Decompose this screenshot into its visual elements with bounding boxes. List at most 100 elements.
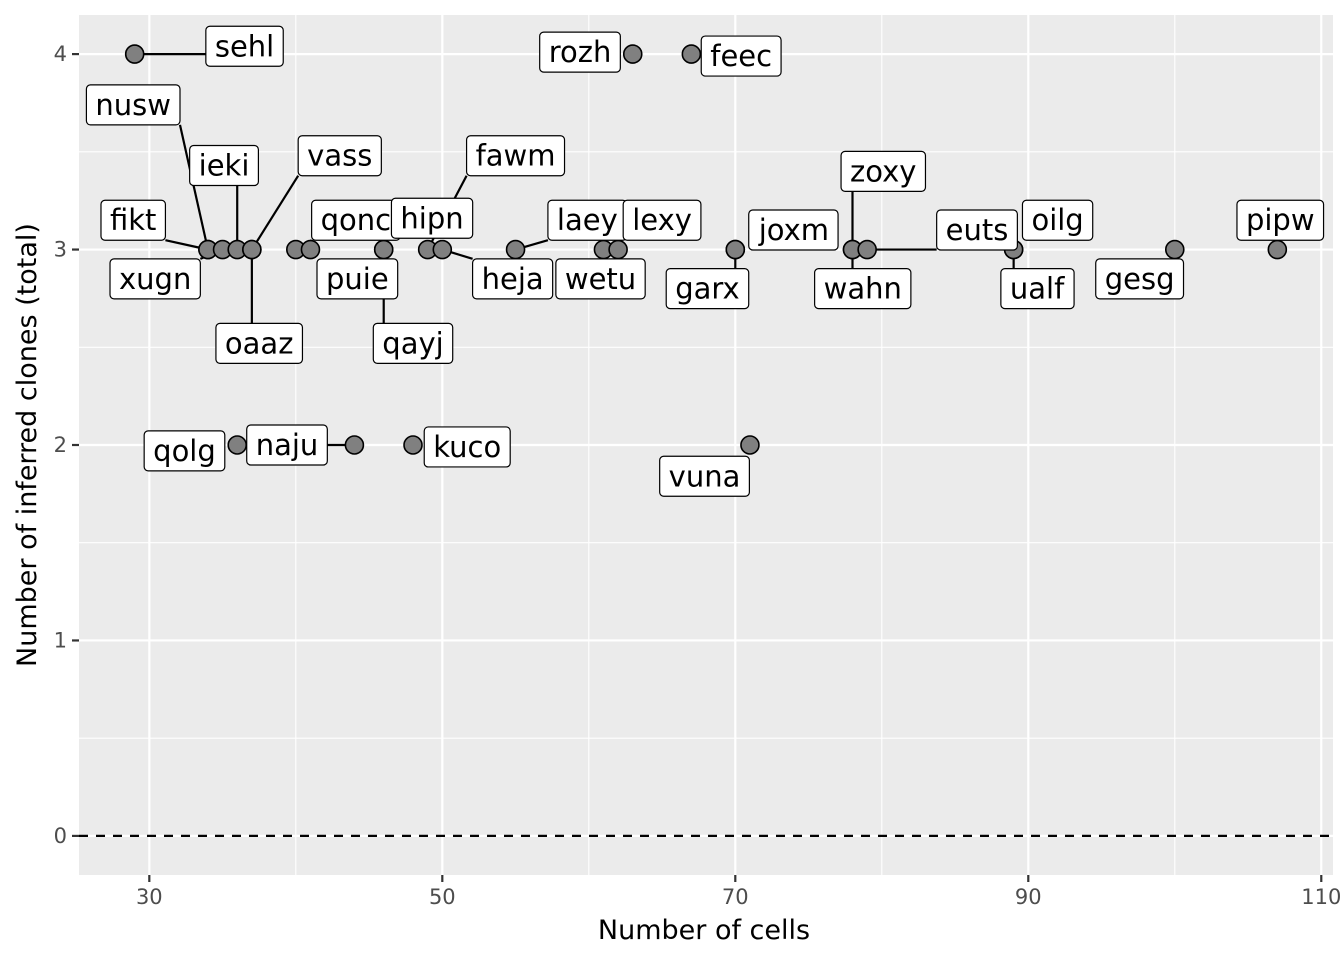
point-label-euts: euts [936, 209, 1018, 251]
point-label-text: naju [256, 428, 319, 462]
point-label-text: rozh [549, 35, 612, 69]
point-label-box [100, 199, 167, 241]
point-label-box [1021, 199, 1094, 241]
point-label-lexy: lexy [622, 199, 702, 241]
point-label-text: fawm [476, 139, 556, 173]
point-label-naju: naju [246, 424, 328, 466]
point-label-text: puie [326, 262, 389, 296]
point-label-text: xugn [119, 262, 191, 296]
point-label-kuco: kuco [423, 426, 511, 468]
point-label-text: ualf [1010, 272, 1065, 306]
point-label-gesg: gesg [1095, 258, 1185, 300]
point-label-box [423, 426, 511, 468]
point-label-box [555, 258, 646, 300]
point-label-box [471, 258, 554, 300]
point-label-qayj: qayj [372, 322, 454, 364]
point-label-box [215, 322, 304, 364]
point-label-box [297, 135, 382, 177]
label-connector-fikt [165, 239, 200, 249]
point-label-text: lexy [632, 203, 692, 237]
point-label-vass: vass [297, 135, 382, 177]
point-label-text: vuna [669, 459, 741, 493]
y-tick-label: 3 [54, 238, 67, 262]
point-label-ualf: ualf [1000, 268, 1075, 310]
data-point-rozh [622, 44, 643, 64]
point-label-box [1236, 199, 1325, 241]
point-label-text: gesg [1105, 262, 1175, 296]
point-label-box [665, 268, 750, 310]
point-labels: sehl rozh feec nusw fikt xugn ieki oaaz vass qonc… [85, 25, 1325, 497]
point-label-text: feec [710, 39, 772, 73]
point-label-text: sehl [215, 29, 274, 63]
point-label-oaaz: oaaz [215, 322, 304, 364]
point-label-text: oilg [1031, 203, 1083, 237]
x-axis-title: Number of cells [598, 915, 810, 946]
y-axis: 0 1 2 3 4 [54, 42, 79, 848]
point-label-box [700, 35, 782, 77]
point-label-vuna: vuna [659, 455, 750, 497]
point-label-text: qolg [153, 434, 216, 468]
point-label-ieki: ieki [189, 144, 260, 187]
point-label-text: laey [557, 203, 618, 237]
y-tick-label: 0 [54, 824, 67, 848]
point-label-sehl: sehl [205, 25, 284, 67]
y-tick-label: 2 [54, 433, 67, 457]
point-label-qonc: qonc [311, 199, 401, 241]
point-label-text: hipn [400, 201, 463, 235]
data-point-puie [300, 239, 321, 260]
point-label-xugn: xugn [109, 258, 201, 300]
point-label-heja: heja [471, 258, 554, 300]
data-point-naju [344, 435, 365, 455]
point-label-text: wahn [824, 272, 902, 306]
x-tick-label: 50 [429, 885, 456, 909]
point-label-wetu: wetu [555, 258, 646, 300]
point-label-fikt: fikt [100, 199, 167, 241]
point-label-box [1095, 258, 1185, 300]
point-label-joxm: joxm [748, 209, 839, 251]
x-tick-label: 110 [1301, 885, 1341, 909]
point-label-box [659, 455, 750, 497]
data-point-feec [681, 44, 702, 64]
point-label-text: qonc [321, 203, 391, 237]
point-label-box [189, 144, 260, 187]
point-label-text: heja [482, 262, 544, 296]
point-label-puie: puie [316, 258, 399, 300]
point-label-nusw: nusw [85, 84, 181, 126]
point-label-text: nusw [95, 88, 171, 122]
data-point-qolg [227, 435, 248, 455]
point-label-laey: laey [547, 199, 628, 241]
point-label-text: pipw [1246, 203, 1315, 237]
point-label-box [622, 199, 702, 241]
label-connector-vass [255, 175, 300, 243]
point-label-wahn: wahn [814, 268, 912, 310]
x-tick-label: 90 [1015, 885, 1042, 909]
point-label-text: fikt [110, 203, 156, 237]
point-label-text: euts [946, 213, 1009, 247]
point-label-garx: garx [665, 268, 750, 310]
point-label-zoxy: zoxy [840, 150, 927, 192]
point-label-box [1000, 268, 1075, 310]
point-label-pipw: pipw [1236, 199, 1325, 241]
point-label-fawm: fawm [465, 135, 566, 177]
point-label-box [316, 258, 399, 300]
point-label-box [840, 150, 927, 192]
data-point-joxm [725, 239, 746, 260]
point-label-feec: feec [700, 35, 782, 77]
point-label-box [539, 31, 621, 73]
x-tick-label: 30 [136, 885, 163, 909]
point-label-box [143, 430, 226, 472]
data-point-vuna [740, 435, 760, 455]
point-label-box [372, 322, 454, 364]
data-point-euts [857, 239, 877, 260]
point-label-box [246, 424, 328, 466]
point-label-qolg: qolg [143, 430, 226, 472]
point-label-box [465, 135, 566, 177]
point-label-box [748, 209, 839, 251]
data-point-vass [242, 239, 262, 260]
point-label-oilg: oilg [1021, 199, 1094, 241]
point-label-text: vass [307, 139, 372, 173]
point-label-box [936, 209, 1018, 251]
point-label-text: ieki [199, 149, 250, 183]
data-point-sehl [124, 44, 145, 64]
